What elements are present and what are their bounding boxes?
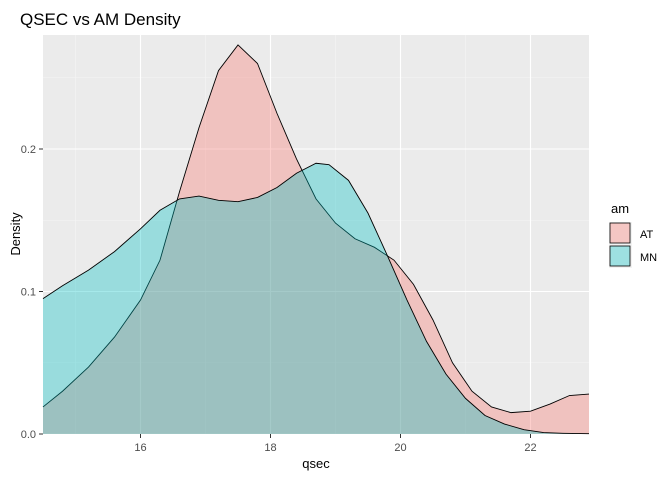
x-axis-label: qsec (302, 456, 330, 471)
legend-key-at (609, 222, 631, 244)
legend-key-bg (609, 222, 632, 245)
density-line-at (42, 44, 590, 414)
legend-items: AT MN (609, 222, 657, 268)
y-tick-label: 0.0 (21, 429, 36, 441)
axis-layer: 16 18 20 22 0.0 0.1 0.2 (21, 144, 537, 454)
grid-minor (43, 35, 589, 434)
x-tick-label: 18 (264, 442, 276, 454)
legend-label-mn: MN (640, 252, 657, 264)
density-area-mn (43, 163, 589, 434)
y-tick-label: 0.1 (21, 287, 36, 299)
series-layer (42, 44, 590, 435)
legend-key-bg (609, 245, 632, 268)
legend-label-at: AT (640, 229, 654, 241)
density-line-mn (42, 162, 590, 435)
x-tick-label: 16 (134, 442, 146, 454)
grid-major (43, 35, 589, 435)
chart-title: QSEC vs AM Density (20, 10, 181, 29)
x-tick-label: 22 (524, 442, 536, 454)
y-axis-label: Density (8, 212, 23, 256)
x-tick-label: 20 (394, 442, 406, 454)
legend-key-mn (609, 245, 631, 267)
y-tick-label: 0.2 (21, 144, 36, 156)
density-area-at (43, 44, 589, 434)
legend-title: am (611, 201, 629, 216)
legend: am AT MN (609, 201, 657, 268)
